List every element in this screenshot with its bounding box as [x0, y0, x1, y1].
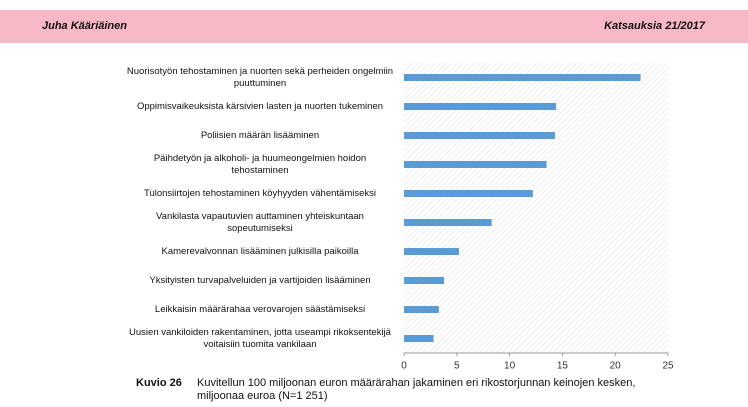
x-tick-label: 15 [557, 361, 569, 372]
caption-label: Kuvio 26 [136, 377, 182, 389]
y-tick-label: Tulonsiirtojen tehostaminen köyhyyden vä… [144, 187, 376, 199]
bar [404, 103, 557, 110]
x-tick-label: 0 [401, 361, 407, 372]
bar [404, 132, 556, 139]
bar [404, 219, 492, 226]
header-author: Juha Kääriäinen [42, 20, 127, 32]
bar [404, 335, 434, 342]
y-tick-label: Uusien vankiloiden rakentaminen, jotta u… [129, 326, 391, 350]
header-series: Katsauksia 21/2017 [604, 20, 705, 32]
y-tick-label: Poliisien määrän lisääminen [200, 129, 320, 141]
x-tick-label: 20 [610, 361, 622, 372]
header-band [0, 10, 748, 43]
x-tick-label: 25 [662, 361, 674, 372]
y-tick-label: Vankilasta vapautuvien auttaminen yhteis… [156, 210, 364, 234]
bar [404, 161, 547, 168]
x-tick-label: 5 [454, 361, 460, 372]
bar [404, 248, 459, 255]
plot-background [404, 63, 668, 353]
y-tick-label: Kamerevalvonnan lisääminen julkisilla pa… [161, 245, 359, 257]
y-tick-label: Leikkaisin määrärahaa verovarojen säästä… [154, 303, 366, 315]
y-tick-label: Yksityisten turvapalveluiden ja vartijoi… [149, 274, 371, 286]
y-tick-label: Oppimisvaikeuksista kärsivien lasten ja … [136, 100, 384, 112]
bar [404, 277, 445, 284]
y-tick-label: Nuorisotyön tehostaminen ja nuorten sekä… [126, 65, 394, 89]
bar [404, 306, 439, 313]
x-tick-label: 10 [504, 361, 516, 372]
bar [404, 190, 533, 197]
y-tick-label: Päihdetyön ja alkoholi- ja huumeongelmie… [153, 152, 367, 176]
caption-text: Kuvitellun 100 miljoonan euron määräraha… [197, 377, 636, 402]
bar [404, 74, 641, 81]
